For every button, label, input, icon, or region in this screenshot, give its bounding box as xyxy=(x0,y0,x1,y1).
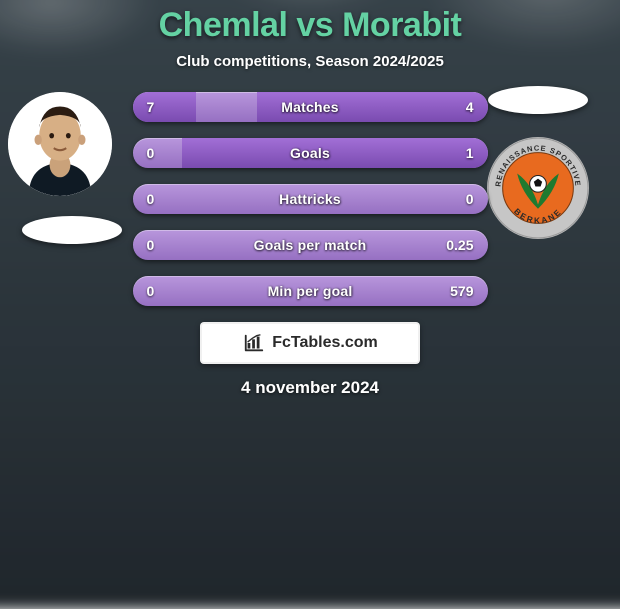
stat-row: 00Hattricks xyxy=(133,184,488,214)
page-title: Chemlal vs Morabit xyxy=(0,6,620,45)
stat-label: Min per goal xyxy=(133,276,488,306)
stat-row: 74Matches xyxy=(133,92,488,122)
infographic-root: Chemlal vs Morabit Club competitions, Se… xyxy=(0,0,620,580)
player-left-avatar xyxy=(8,92,112,196)
stat-label: Goals xyxy=(133,138,488,168)
stat-label: Goals per match xyxy=(133,230,488,260)
chart-icon xyxy=(242,332,266,354)
fctables-link[interactable]: FcTables.com xyxy=(200,322,420,364)
subtitle: Club competitions, Season 2024/2025 xyxy=(0,53,620,70)
player-right-club-oval xyxy=(488,86,588,114)
stage: RENAISSANCE SPORTIVE BERKANE 74Matches 01… xyxy=(0,92,620,398)
stat-row: 01Goals xyxy=(133,138,488,168)
date-label: 4 november 2024 xyxy=(0,378,620,398)
stat-bars: 74Matches 01Goals 00Hattricks 00.25Goals pe… xyxy=(133,92,488,306)
player-left-club-oval xyxy=(22,216,122,244)
footer-label: FcTables.com xyxy=(272,334,378,352)
stat-label: Matches xyxy=(133,92,488,122)
stat-row: 0579Min per goal xyxy=(133,276,488,306)
player-right-club-badge: RENAISSANCE SPORTIVE BERKANE xyxy=(486,136,590,240)
stat-label: Hattricks xyxy=(133,184,488,214)
stat-row: 00.25Goals per match xyxy=(133,230,488,260)
